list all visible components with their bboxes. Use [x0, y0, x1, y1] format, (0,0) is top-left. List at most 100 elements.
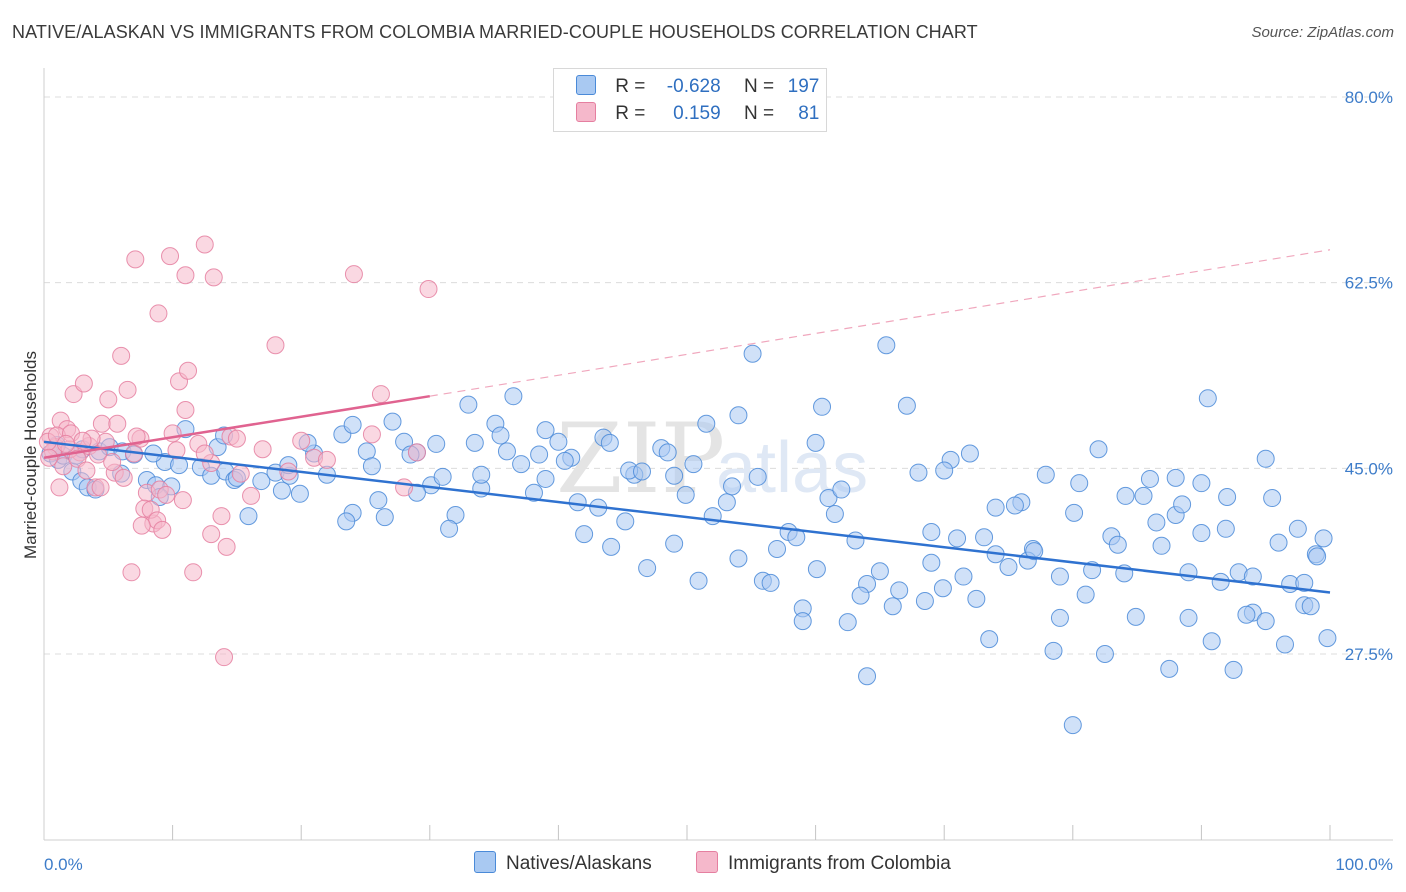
natives-point — [343, 415, 362, 434]
colombia-point — [149, 304, 168, 323]
natives-point — [1140, 469, 1159, 488]
bottom-legend-swatch-natives — [474, 851, 496, 873]
y-tick-label: 45.0% — [1345, 459, 1393, 478]
x-tick-label: 100.0% — [1335, 855, 1393, 874]
colombia-point — [419, 280, 438, 299]
natives-point — [1116, 486, 1135, 505]
natives-trend-line — [43, 440, 1331, 594]
natives-point — [555, 451, 574, 470]
colombia-point — [231, 464, 250, 483]
natives-point — [1065, 503, 1084, 522]
natives-point — [375, 508, 394, 527]
natives-point — [504, 387, 523, 406]
natives-point — [1263, 489, 1282, 508]
natives-point — [1044, 641, 1063, 660]
natives-point — [465, 433, 484, 452]
natives-point — [1192, 524, 1211, 543]
natives-point — [1173, 495, 1192, 514]
y-tick-label: 80.0% — [1345, 88, 1393, 107]
natives-point — [1147, 513, 1166, 532]
colombia-point — [167, 441, 186, 460]
natives-point — [1202, 632, 1221, 651]
natives-point — [846, 531, 865, 550]
legend-n-label: N = — [743, 76, 775, 97]
colombia-point — [176, 266, 195, 285]
natives-point — [986, 498, 1005, 517]
natives-point — [806, 433, 825, 452]
colombia-point — [108, 414, 127, 433]
natives-point — [768, 539, 787, 558]
natives-point — [1050, 608, 1069, 627]
legend-row-natives: R = -0.628 N = 197 — [576, 75, 819, 99]
natives-point — [1126, 607, 1145, 626]
trend-lines — [43, 249, 1331, 594]
natives-point — [697, 414, 716, 433]
legend-r-label: R = — [615, 103, 646, 124]
chart-title: NATIVE/ALASKAN VS IMMIGRANTS FROM COLOMB… — [12, 22, 978, 42]
natives-point — [819, 489, 838, 508]
natives-point — [717, 493, 736, 512]
bottom-legend-label-natives: Natives/Alaskans — [506, 853, 652, 874]
natives-point — [813, 397, 832, 416]
natives-point — [684, 455, 703, 474]
legend-r-value: 0.159 — [673, 103, 721, 124]
natives-point — [1005, 496, 1024, 515]
colombia-point — [77, 461, 96, 480]
colombia-point — [212, 507, 231, 526]
legend-n-label: N = — [743, 103, 775, 124]
bottom-legend-swatch-colombia — [696, 851, 718, 873]
natives-point — [433, 467, 452, 486]
natives-point — [729, 406, 748, 425]
natives-point — [999, 558, 1018, 577]
natives-point — [1198, 389, 1217, 408]
natives-point — [761, 573, 780, 592]
colombia-point — [112, 346, 131, 365]
natives-point — [1295, 573, 1314, 592]
natives-point — [536, 469, 555, 488]
natives-point — [909, 463, 928, 482]
colombia-point — [173, 491, 192, 510]
natives-point — [497, 442, 516, 461]
natives-point — [729, 549, 748, 568]
x-tick-label: 0.0% — [44, 855, 83, 874]
natives-point — [1269, 533, 1288, 552]
legend-row-colombia: R = 0.159 N = 81 — [576, 102, 819, 126]
colombia-point — [132, 516, 151, 535]
colombia-point — [204, 268, 223, 287]
natives-point — [689, 571, 708, 590]
colombia-point — [217, 537, 236, 556]
natives-point — [890, 581, 909, 600]
natives-point — [536, 421, 555, 440]
colombia-point — [195, 235, 214, 254]
colombia-point — [92, 414, 111, 433]
colombia-point — [126, 250, 145, 269]
colombia-point — [103, 452, 122, 471]
natives-point — [665, 466, 684, 485]
colombia-point — [99, 390, 118, 409]
natives-point — [838, 613, 857, 632]
legend-n-value: 197 — [787, 76, 820, 97]
colombia-point — [202, 525, 221, 544]
natives-point — [1308, 547, 1327, 566]
colombia-point — [215, 648, 234, 667]
natives-point — [616, 512, 635, 531]
natives-point — [1275, 635, 1294, 654]
legend-r-value: -0.628 — [666, 76, 721, 97]
natives-point — [1224, 660, 1243, 679]
natives-point — [1218, 487, 1237, 506]
natives-point — [1050, 567, 1069, 586]
natives-point — [922, 553, 941, 572]
colombia-point — [317, 450, 336, 469]
natives-point — [239, 507, 258, 526]
colombia-point — [362, 425, 381, 444]
colombia-trend-extension — [429, 249, 1331, 397]
colombia-point — [153, 520, 172, 539]
colombia-point — [122, 563, 141, 582]
colombia-point — [127, 427, 146, 446]
source-label: Source: ZipAtlas.com — [1251, 24, 1394, 41]
natives-point — [933, 579, 952, 598]
correlation-legend: R = -0.628 N = 197 R = 0.159 N = 81 — [553, 68, 827, 132]
natives-point — [948, 529, 967, 548]
natives-point — [975, 528, 994, 547]
natives-point — [1243, 567, 1262, 586]
